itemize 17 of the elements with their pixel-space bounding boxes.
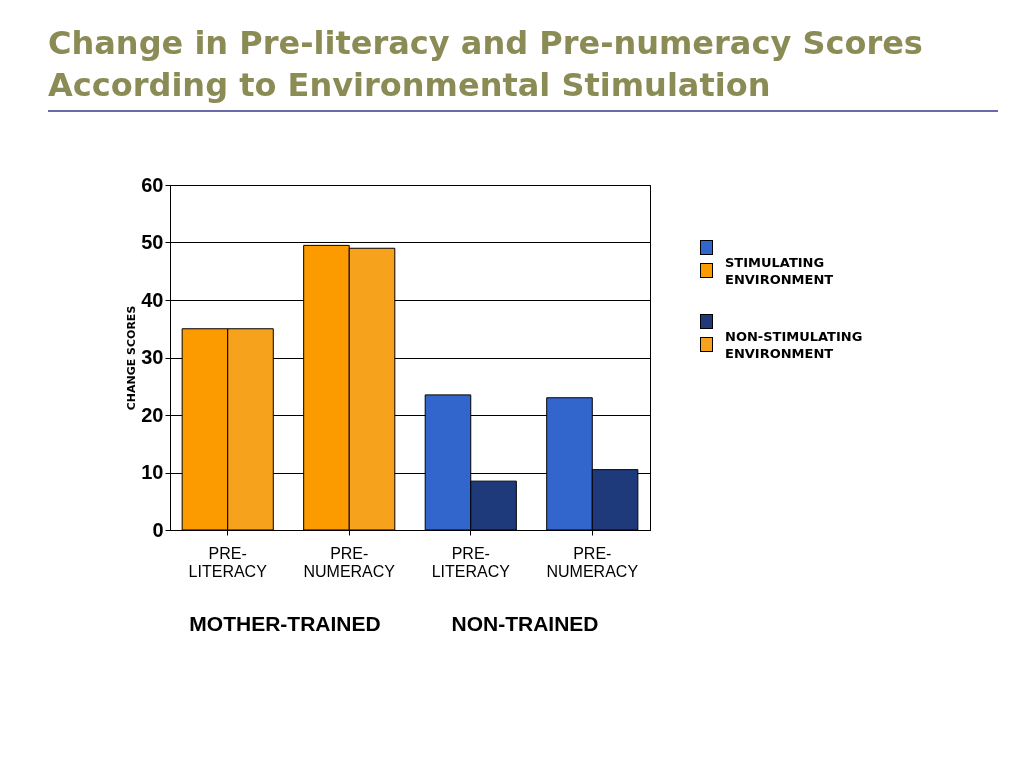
x-tick-label: PRE-NUMERACY xyxy=(546,544,639,580)
y-axis-title: CHANGE SCORES xyxy=(125,305,139,411)
y-tick-label: 0 xyxy=(152,518,164,541)
legend-label: STIMULATING ENVIRONMENT xyxy=(725,254,835,288)
text: NON-TRAINED xyxy=(450,612,600,636)
y-tick-label: 30 xyxy=(141,346,164,368)
text: MOTHER-TRAINED xyxy=(188,612,382,636)
x-tick-label: PRE-LITERACY xyxy=(431,544,511,580)
y-tick-label: 50 xyxy=(141,231,164,253)
y-tick-label: 40 xyxy=(141,288,164,311)
y-tick-label: 20 xyxy=(141,403,164,426)
chart-title: Change in Pre-literacy and Pre-numeracy Scores According to Environmental Stimulation xyxy=(48,22,998,112)
legend-label: NON-STIMULATING ENVIRONMENT xyxy=(725,328,864,362)
y-tick-label: 60 xyxy=(141,173,164,196)
y-tick-label: 10 xyxy=(141,461,164,483)
x-tick-label: PRE-NUMERACY xyxy=(303,544,396,580)
x-tick-label: PRE-LITERACY xyxy=(188,544,268,580)
